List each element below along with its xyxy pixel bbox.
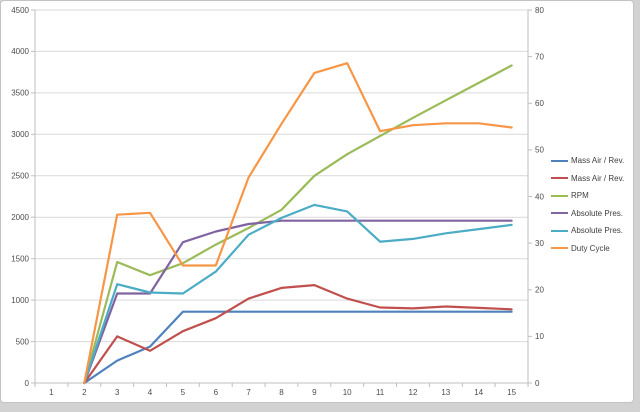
y-axis-left-tick-label: 1500 bbox=[11, 255, 29, 264]
series-line-0[interactable] bbox=[83, 310, 513, 385]
legend-label: Duty Cycle bbox=[571, 243, 610, 253]
x-axis-tick-label: 13 bbox=[441, 388, 450, 397]
series-line-1[interactable] bbox=[83, 284, 513, 385]
y-axis-right-tick-label: 30 bbox=[535, 239, 544, 248]
y-axis-left-tick-label: 500 bbox=[16, 337, 30, 346]
series-line-5[interactable] bbox=[83, 62, 513, 385]
x-axis-tick-label: 4 bbox=[148, 388, 153, 397]
y-axis-left-tick-label: 4000 bbox=[11, 47, 29, 56]
x-axis-tick-label: 2 bbox=[82, 388, 87, 397]
y-axis-right-tick-label: 80 bbox=[535, 6, 544, 15]
x-axis-tick-label: 14 bbox=[474, 388, 483, 397]
legend-label: Mass Air / Rev. bbox=[571, 173, 625, 183]
y-axis-left-tick-label: 2500 bbox=[11, 172, 29, 181]
y-axis-left-tick-label: 4500 bbox=[11, 6, 29, 15]
y-axis-left-tick-label: 0 bbox=[25, 379, 30, 388]
y-axis-right-tick-label: 20 bbox=[535, 286, 544, 295]
x-axis-tick-label: 3 bbox=[115, 388, 120, 397]
chart-object[interactable]: 0 500 1000 1500 2000 2500 3000 3500 4000 4500 0 10 2… bbox=[0, 0, 634, 403]
x-axis-tick-label: 1 bbox=[49, 388, 54, 397]
legend-label: RPM bbox=[571, 191, 589, 201]
legend-item-1[interactable]: Mass Air / Rev. bbox=[551, 170, 624, 188]
x-axis-tick-label: 15 bbox=[507, 388, 516, 397]
x-axis-tick-label: 5 bbox=[181, 388, 186, 397]
x-axis-tick-label: 7 bbox=[246, 388, 251, 397]
legend-item-4[interactable]: Absolute Pres. bbox=[551, 222, 624, 240]
legend-item-0[interactable]: Mass Air / Rev. bbox=[551, 152, 624, 170]
legend-item-5[interactable]: Duty Cycle bbox=[551, 240, 624, 258]
x-axis-tick-label: 12 bbox=[409, 388, 418, 397]
x-axis-tick-label: 6 bbox=[214, 388, 219, 397]
x-axis-tick-label: 8 bbox=[279, 388, 284, 397]
chart-legend: Mass Air / Rev. Mass Air / Rev. RPM Absolut… bbox=[551, 152, 624, 257]
series-line-4[interactable] bbox=[83, 203, 513, 385]
y-axis-left-tick-label: 2000 bbox=[11, 213, 29, 222]
legend-marker-icon bbox=[551, 212, 568, 215]
y-axis-right-tick-label: 10 bbox=[535, 332, 544, 341]
legend-label: Absolute Pres. bbox=[571, 208, 624, 218]
y-axis-right-tick-label: 60 bbox=[535, 99, 544, 108]
x-axis-tick-label: 10 bbox=[343, 388, 352, 397]
y-axis-left-tick-label: 3000 bbox=[11, 130, 29, 139]
y-axis-right-tick-label: 70 bbox=[535, 52, 544, 61]
series-line-3[interactable] bbox=[83, 219, 513, 385]
legend-marker-icon bbox=[551, 194, 568, 197]
legend-item-3[interactable]: Absolute Pres. bbox=[551, 205, 624, 223]
y-axis-right-tick-label: 50 bbox=[535, 146, 544, 155]
legend-marker-icon bbox=[551, 177, 568, 180]
plot-area: 0 500 1000 1500 2000 2500 3000 3500 4000 4500 0 10 2… bbox=[11, 6, 544, 397]
legend-marker-icon bbox=[551, 229, 568, 232]
y-axis-right-tick-label: 40 bbox=[535, 192, 544, 201]
y-axis-left-tick-label: 1000 bbox=[11, 296, 29, 305]
x-axis-tick-label: 11 bbox=[376, 388, 385, 397]
y-axis-right-tick-label: 0 bbox=[535, 379, 540, 388]
legend-marker-icon bbox=[551, 159, 568, 162]
legend-label: Mass Air / Rev. bbox=[571, 156, 625, 166]
legend-item-2[interactable]: RPM bbox=[551, 187, 624, 205]
legend-label: Absolute Pres. bbox=[571, 226, 624, 236]
y-axis-left-tick-label: 3500 bbox=[11, 89, 29, 98]
legend-marker-icon bbox=[551, 247, 568, 250]
x-axis-tick-label: 9 bbox=[312, 388, 317, 397]
series-line-2[interactable] bbox=[83, 64, 513, 385]
